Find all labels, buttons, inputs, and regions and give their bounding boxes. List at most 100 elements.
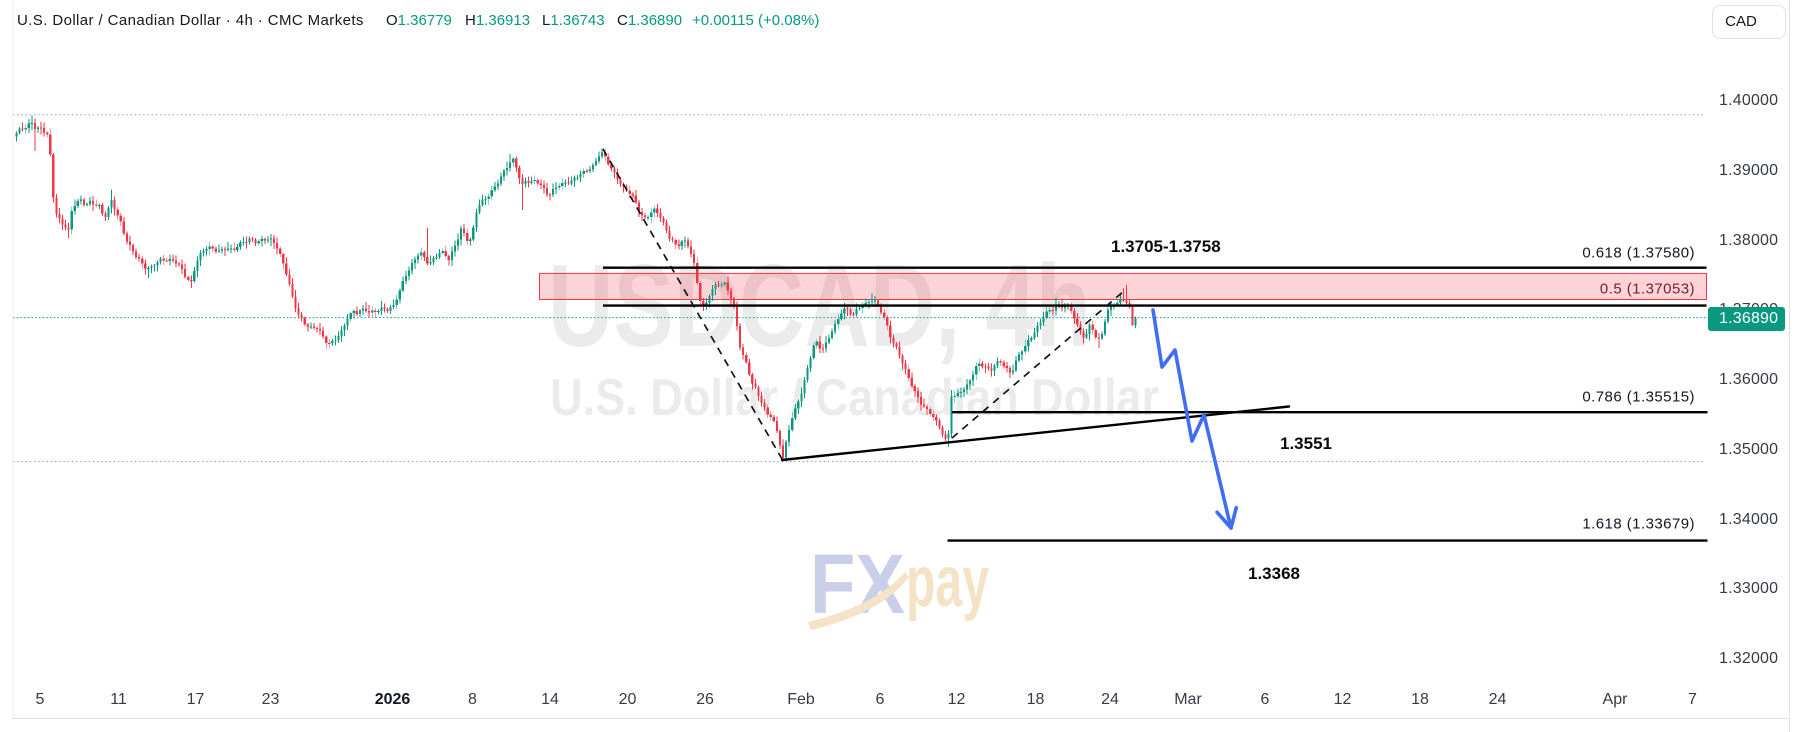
candle-body bbox=[447, 256, 450, 260]
candle-body bbox=[162, 258, 165, 261]
candle-body bbox=[631, 194, 634, 196]
candle-body bbox=[288, 274, 291, 285]
candle-body bbox=[113, 199, 116, 210]
candle-body bbox=[591, 164, 594, 170]
candle-body bbox=[135, 251, 138, 257]
support-level-label[interactable]: 1.3551 bbox=[1280, 434, 1332, 453]
candle-wick bbox=[31, 115, 33, 131]
candle-wick bbox=[227, 242, 229, 252]
candle-body bbox=[346, 318, 349, 326]
candle-body bbox=[647, 217, 650, 219]
candle-body bbox=[475, 212, 478, 228]
candle-wick bbox=[521, 174, 523, 210]
candle-body bbox=[159, 258, 162, 263]
candle-wick bbox=[1122, 288, 1124, 303]
candle-body bbox=[892, 337, 895, 344]
candle-body bbox=[386, 308, 389, 311]
price-axis-label-1.32000: 1.32000 bbox=[1719, 650, 1779, 668]
target-level-label[interactable]: 1.3368 bbox=[1248, 563, 1300, 583]
candle-body bbox=[190, 280, 193, 282]
candle-body bbox=[398, 290, 401, 300]
candle-wick bbox=[589, 165, 591, 173]
candle-body bbox=[723, 282, 726, 285]
candle-body bbox=[671, 239, 674, 241]
candle-wick bbox=[190, 275, 192, 288]
candle-wick bbox=[1052, 306, 1054, 316]
candle-body bbox=[18, 128, 21, 134]
candle-body bbox=[490, 190, 493, 197]
candle-body bbox=[524, 180, 527, 185]
candle-body bbox=[668, 230, 671, 240]
candle-body bbox=[993, 365, 996, 371]
candle-wick bbox=[1021, 350, 1023, 361]
candle-wick bbox=[846, 306, 848, 316]
descending-dashed-line[interactable] bbox=[602, 148, 783, 460]
candle-body bbox=[285, 263, 288, 275]
candle-body bbox=[1088, 324, 1091, 335]
candle-wick bbox=[718, 281, 720, 288]
time-axis-label-8: 8 bbox=[468, 691, 477, 708]
candle-body bbox=[1008, 367, 1011, 373]
candle-body bbox=[245, 242, 248, 244]
candle-body bbox=[708, 296, 711, 303]
candle-body bbox=[254, 239, 257, 244]
candle-body bbox=[735, 306, 739, 326]
bearish-projection-arrow[interactable] bbox=[1151, 308, 1233, 530]
candle-body bbox=[444, 251, 447, 257]
candle-wick bbox=[567, 176, 569, 186]
candle-body bbox=[760, 395, 763, 403]
ohlc-high-value: 1.36913 bbox=[475, 12, 531, 29]
ascending-dashed-line[interactable] bbox=[951, 290, 1125, 439]
candle-body bbox=[199, 253, 202, 261]
candle-wick bbox=[154, 263, 155, 272]
candle-wick bbox=[270, 233, 272, 246]
candle-body bbox=[659, 212, 662, 218]
candle-body bbox=[95, 204, 98, 206]
candle-body bbox=[1091, 324, 1094, 330]
candle-body bbox=[1051, 309, 1054, 311]
candle-body bbox=[383, 307, 386, 309]
candle-body bbox=[827, 337, 831, 343]
candle-body bbox=[128, 241, 131, 246]
candle-body bbox=[217, 250, 220, 252]
candle-body bbox=[604, 152, 607, 157]
candle-body bbox=[778, 431, 781, 446]
candle-body bbox=[527, 180, 530, 183]
candle-body bbox=[156, 262, 159, 266]
candle-body bbox=[950, 396, 953, 434]
candle-body bbox=[131, 245, 135, 252]
symbol-title[interactable]: U.S. Dollar / Canadian Dollar · 4h · CMC… bbox=[17, 12, 364, 29]
candle-body bbox=[230, 248, 233, 250]
candle-body bbox=[650, 212, 653, 218]
candle-body bbox=[73, 206, 76, 211]
candle-body bbox=[36, 127, 40, 129]
candle-body bbox=[812, 345, 815, 358]
candle-body bbox=[1045, 311, 1048, 318]
fxpay-logo-pay-text: pay bbox=[906, 542, 989, 622]
candle-body bbox=[52, 154, 55, 198]
candle-wick bbox=[233, 242, 235, 253]
candle-wick bbox=[37, 125, 39, 133]
currency-toggle-button[interactable]: CAD bbox=[1712, 5, 1786, 39]
candle-body bbox=[901, 355, 904, 364]
candle-body bbox=[680, 241, 683, 246]
candle-body bbox=[870, 301, 873, 303]
candle-body bbox=[867, 301, 870, 303]
fib-level-label-0.5: 0.5 (1.37053) bbox=[1599, 280, 1695, 298]
candle-body bbox=[745, 354, 748, 363]
resistance-zone-label[interactable]: 1.3705-1.3758 bbox=[1111, 236, 1221, 256]
candle-body bbox=[699, 283, 702, 302]
candle-body bbox=[1054, 307, 1057, 311]
candle-body bbox=[781, 445, 785, 458]
candle-body bbox=[536, 180, 539, 184]
candle-wick bbox=[212, 244, 214, 253]
candle-body bbox=[46, 132, 49, 135]
candle-body bbox=[616, 172, 619, 180]
candle-wick bbox=[393, 299, 395, 310]
candle-body bbox=[269, 238, 273, 240]
candle-series[interactable] bbox=[15, 115, 1137, 462]
candle-body bbox=[171, 259, 174, 261]
candle-body bbox=[800, 393, 803, 402]
ohlc-low-key: L bbox=[542, 12, 551, 29]
